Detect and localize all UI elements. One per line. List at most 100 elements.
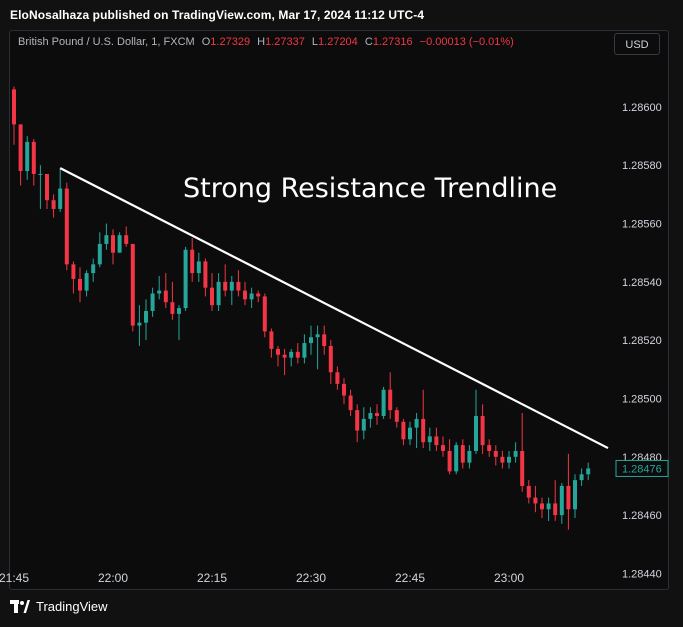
candle-body[interactable] [454, 445, 459, 472]
candle-body[interactable] [157, 290, 162, 294]
candle-body[interactable] [243, 290, 247, 300]
candle-body[interactable] [203, 261, 208, 288]
candle-body[interactable] [507, 456, 511, 463]
candle-body[interactable] [282, 354, 287, 358]
candle-body[interactable] [579, 474, 584, 481]
candle-body[interactable] [130, 243, 135, 326]
open-label: O [201, 36, 211, 48]
high-value: 1.27337 [265, 36, 305, 48]
candle-body[interactable] [540, 503, 544, 510]
candle-body[interactable] [236, 281, 241, 291]
publisher-caption: EloNosalhaza published on TradingView.co… [10, 8, 425, 22]
candle-body[interactable] [210, 287, 214, 306]
tradingview-logo[interactable]: TradingView [10, 599, 108, 614]
candle-body[interactable] [441, 445, 445, 451]
candle-body[interactable] [513, 450, 518, 457]
candle-body[interactable] [223, 281, 228, 291]
candle-body[interactable] [526, 485, 531, 498]
candle-body[interactable] [111, 235, 115, 253]
candle-body[interactable] [520, 450, 525, 486]
candle-body[interactable] [401, 421, 406, 440]
current-price-box [615, 459, 669, 477]
candle-body[interactable] [177, 308, 181, 314]
candle-body[interactable] [309, 337, 313, 344]
candle-body[interactable] [256, 293, 261, 297]
candle-body[interactable] [137, 322, 142, 326]
candle-body[interactable] [493, 450, 498, 457]
candle-body[interactable] [216, 281, 221, 306]
candle-body[interactable] [289, 351, 294, 358]
candle-body[interactable] [480, 415, 485, 446]
candle-body[interactable] [368, 413, 373, 419]
candle-body[interactable] [64, 188, 69, 265]
candle-body[interactable] [414, 418, 419, 428]
candle-body[interactable] [12, 89, 16, 125]
candle-body[interactable] [124, 235, 129, 244]
candle-body[interactable] [269, 331, 274, 349]
candle-body[interactable] [559, 485, 564, 516]
candle-body[interactable] [467, 450, 472, 463]
candle-body[interactable] [190, 249, 195, 274]
candle-body[interactable] [31, 141, 36, 174]
candle-body[interactable] [421, 418, 426, 443]
candle-body[interactable] [500, 456, 505, 463]
candle-body[interactable] [328, 345, 333, 373]
candle-body[interactable] [335, 372, 340, 384]
candle-body[interactable] [315, 334, 320, 338]
candle-body[interactable] [45, 173, 49, 201]
candle-body[interactable] [97, 243, 102, 265]
candle-body[interactable] [144, 311, 148, 323]
candle-body[interactable] [276, 348, 280, 355]
candle-body[interactable] [427, 436, 432, 443]
candle-body[interactable] [229, 281, 234, 291]
candle-body[interactable] [295, 351, 300, 358]
candle-body[interactable] [460, 445, 465, 463]
candle-body[interactable] [104, 235, 109, 244]
y-tick-label: 1.28500 [622, 393, 662, 405]
candle-body[interactable] [573, 480, 577, 510]
candle-body[interactable] [302, 343, 307, 358]
candle-body[interactable] [91, 264, 96, 274]
candle-body[interactable] [78, 278, 82, 291]
candle-body[interactable] [546, 503, 551, 510]
candle-body[interactable] [388, 389, 393, 411]
candle-body[interactable] [322, 334, 327, 346]
candle-body[interactable] [394, 410, 399, 422]
close-value: 1.27316 [372, 36, 413, 48]
candle-body[interactable] [533, 497, 538, 504]
candle-body[interactable] [553, 503, 558, 516]
currency-button[interactable]: USD [614, 33, 660, 55]
candle-body[interactable] [474, 415, 478, 451]
candle-body[interactable] [408, 427, 412, 440]
candle-body[interactable] [84, 273, 89, 291]
candle-body[interactable] [163, 290, 168, 303]
candle-body[interactable] [342, 383, 346, 396]
candle-body[interactable] [71, 264, 76, 279]
candle-body[interactable] [262, 296, 267, 332]
candle-body[interactable] [447, 450, 452, 472]
candle-body[interactable] [58, 188, 63, 209]
candle-body[interactable] [566, 485, 571, 510]
candle-body[interactable] [196, 261, 201, 274]
candle-body[interactable] [117, 235, 122, 253]
candle-body[interactable] [381, 389, 386, 416]
candle-body[interactable] [361, 418, 366, 431]
candle-body[interactable] [586, 468, 591, 475]
candle-body[interactable] [487, 445, 492, 451]
candle-body[interactable] [25, 141, 30, 172]
resistance-trendline[interactable] [59, 167, 609, 450]
candle-body[interactable] [355, 410, 360, 431]
candle-body[interactable] [38, 173, 43, 175]
candle-body[interactable] [51, 200, 56, 209]
candle-body[interactable] [348, 395, 353, 411]
candle-body[interactable] [434, 436, 439, 446]
candles-layer [12, 86, 591, 530]
candle-body[interactable] [170, 302, 175, 314]
candle-body[interactable] [249, 293, 254, 300]
candle-body[interactable] [18, 124, 23, 172]
candle-body[interactable] [183, 249, 188, 309]
candle-body[interactable] [150, 293, 155, 311]
x-tick-label: 21:45 [0, 571, 29, 585]
candle-body[interactable] [375, 413, 379, 416]
